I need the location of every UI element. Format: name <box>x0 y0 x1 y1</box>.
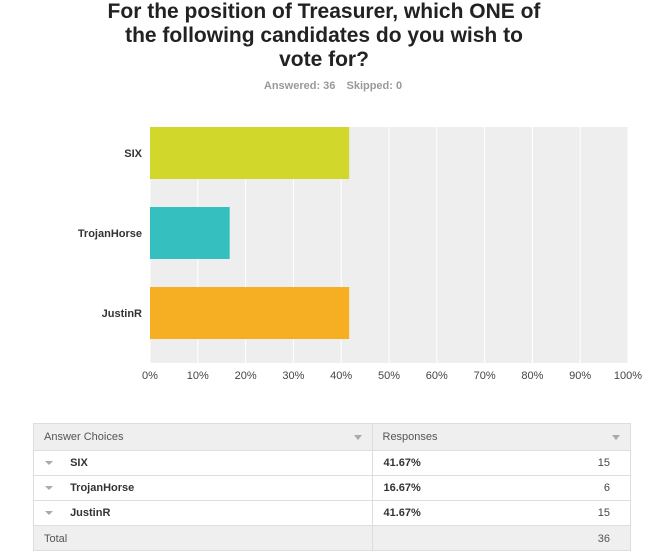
answer-choice-label: TrojanHorse <box>70 482 135 495</box>
total-row: Total 36 <box>33 525 631 551</box>
answer-choice-label: SIX <box>70 457 88 470</box>
bar-chart: 0% 10% 20% 30% 40% 50% 60% 70% 80% 90% 100% SIX Troj… <box>78 127 642 382</box>
category-label: TrojanHorse <box>78 228 142 240</box>
x-tick-label: 40% <box>330 370 352 382</box>
table-row: JustinR 41.67% 15 <box>33 500 631 526</box>
table-row: TrojanHorse 16.67% 6 <box>33 475 631 501</box>
x-tick-label: 20% <box>235 370 257 382</box>
response-percent: 41.67% <box>383 507 421 519</box>
bar <box>150 207 230 259</box>
response-cell: 41.67% 15 <box>371 500 631 526</box>
total-label-cell: Total <box>33 525 373 551</box>
question-title: For the position of Treasurer, which ONE… <box>100 0 548 72</box>
x-tick-label: 60% <box>426 370 448 382</box>
total-count-cell: 36 <box>371 525 631 551</box>
response-count: 6 <box>603 482 610 494</box>
response-cell: 41.67% 15 <box>371 450 631 476</box>
answered-count: Answered: 36 <box>263 80 336 92</box>
x-tick-label: 80% <box>521 370 543 382</box>
answer-choice-cell: SIX <box>33 450 373 476</box>
answer-choice-cell: JustinR <box>33 500 373 526</box>
answer-choices-header[interactable]: Answer Choices <box>33 423 373 451</box>
question-title-line: vote for? <box>279 48 369 71</box>
question-title-line: For the position of Treasurer, which ONE… <box>107 0 541 23</box>
total-count: 36 <box>597 533 610 545</box>
sort-arrow-icon[interactable] <box>612 435 620 440</box>
x-tick-label: 10% <box>187 370 209 382</box>
skipped-count: Skipped: 0 <box>346 80 403 92</box>
response-cell: 16.67% 6 <box>371 475 631 501</box>
question-title-line: the following candidates do you wish to <box>125 24 523 47</box>
expand-arrow-icon[interactable] <box>45 486 53 491</box>
table-header: Answer Choices Responses <box>33 423 631 451</box>
response-percent: 16.67% <box>383 482 421 494</box>
x-tick-label: 70% <box>474 370 496 382</box>
response-count: 15 <box>597 457 610 469</box>
x-tick-label: 90% <box>569 370 591 382</box>
response-count: 15 <box>597 507 610 519</box>
answer-choice-cell: TrojanHorse <box>33 475 373 501</box>
x-tick-label: 50% <box>378 370 400 382</box>
answer-choices-header-label: Answer Choices <box>44 431 124 443</box>
response-stats: Answered: 36 Skipped: 0 <box>0 80 666 92</box>
bar <box>150 127 350 179</box>
x-tick-label: 0% <box>142 370 158 382</box>
total-label: Total <box>44 533 68 545</box>
responses-table: Answer Choices Responses SIX 41.67% 15 T… <box>33 423 631 551</box>
category-label: JustinR <box>102 308 142 320</box>
table-row: SIX 41.67% 15 <box>33 450 631 476</box>
answer-choice-label: JustinR <box>70 507 111 520</box>
bar <box>150 287 350 339</box>
expand-arrow-icon[interactable] <box>45 461 53 466</box>
x-tick-label: 100% <box>614 370 642 382</box>
sort-arrow-icon[interactable] <box>353 435 362 440</box>
x-tick-label: 30% <box>282 370 304 382</box>
category-label: SIX <box>124 148 142 160</box>
response-percent: 41.67% <box>383 457 421 469</box>
responses-header-label: Responses <box>382 431 438 443</box>
expand-arrow-icon[interactable] <box>45 511 53 516</box>
responses-header[interactable]: Responses <box>371 423 631 451</box>
